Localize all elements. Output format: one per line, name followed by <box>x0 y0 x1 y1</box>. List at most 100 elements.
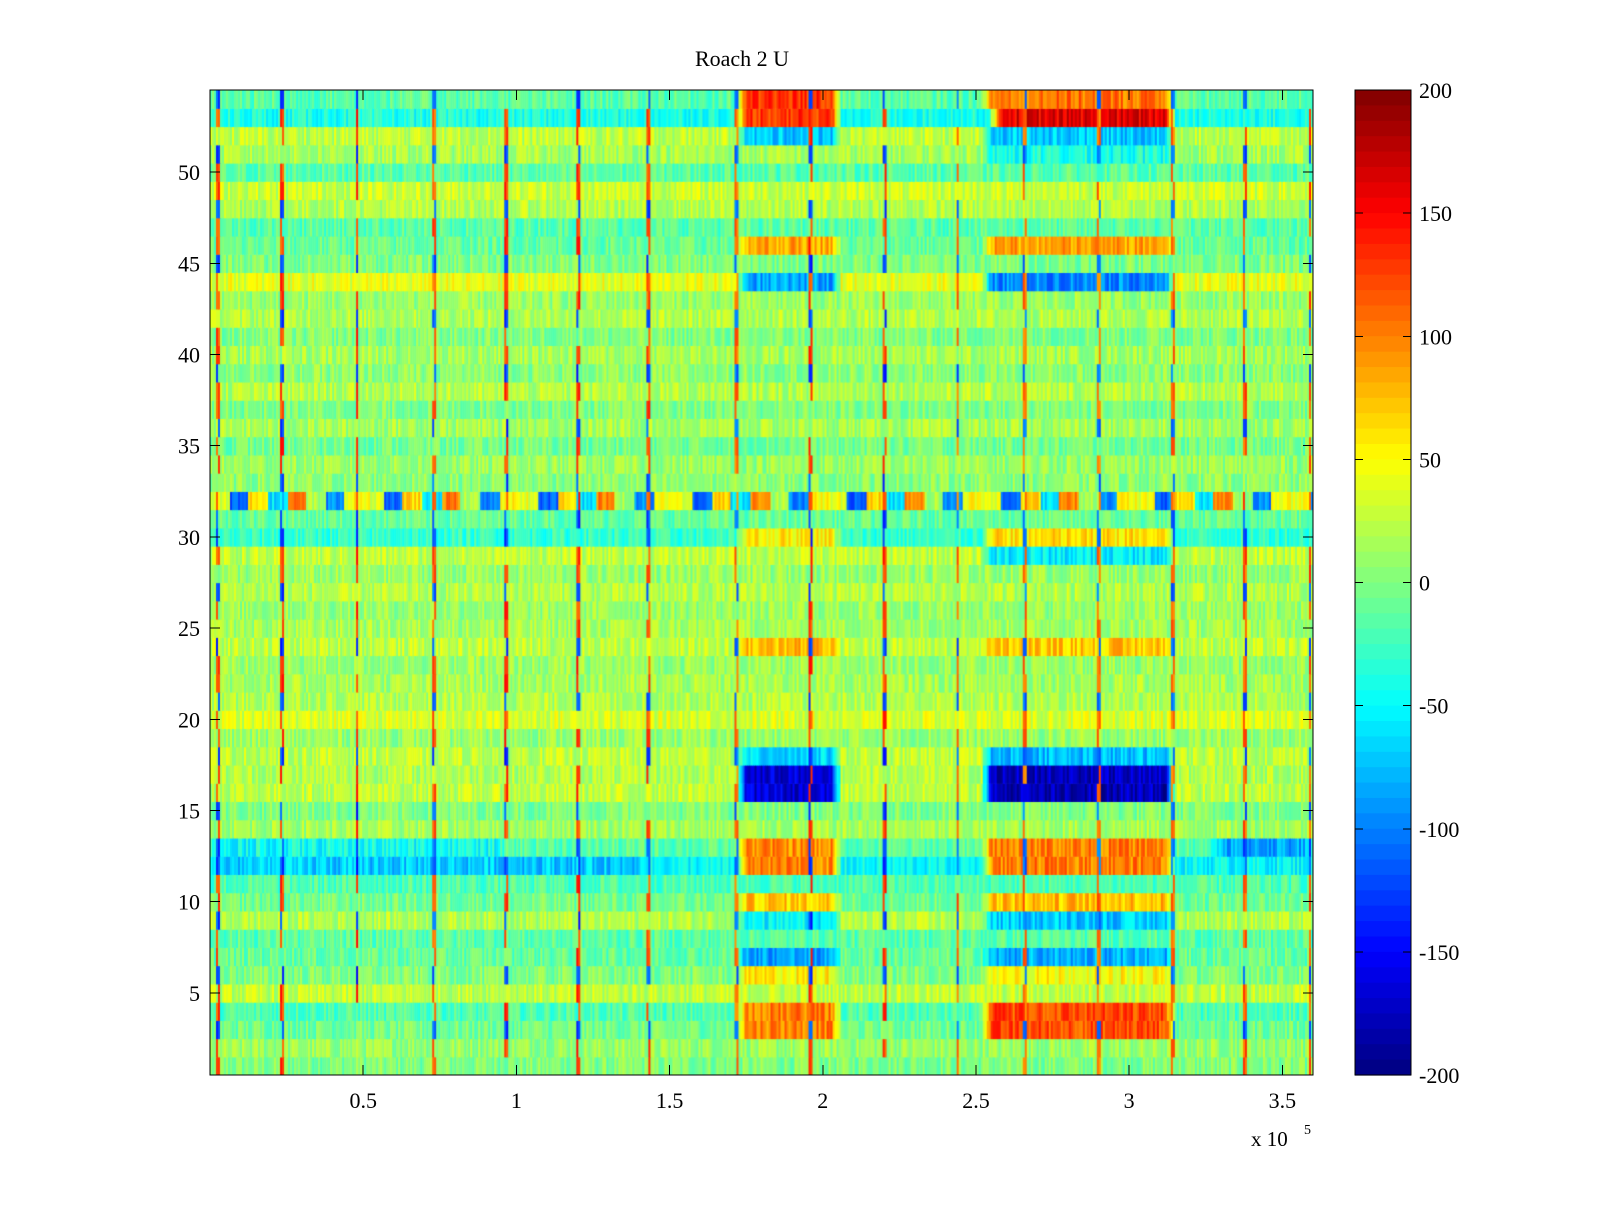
colorbar-swatch <box>1355 767 1411 784</box>
colorbar: 200 150 100 50 0 -50 -100 -150 -200 <box>1354 78 1459 1088</box>
colorbar-swatch <box>1355 982 1411 999</box>
heatmap-cells <box>210 90 1313 1075</box>
colorbar-swatch <box>1355 259 1411 276</box>
colorbar-swatch <box>1355 305 1411 322</box>
y-axis: 5 10 15 20 25 30 35 40 45 50 <box>178 160 1313 1006</box>
colorbar-swatch <box>1355 582 1411 599</box>
colorbar-swatch <box>1355 551 1411 568</box>
colorbar-swatch <box>1355 536 1411 553</box>
x-tick-label: 3.5 <box>1269 1088 1297 1113</box>
colorbar-swatch <box>1355 166 1411 183</box>
colorbar-tick-label: 150 <box>1419 201 1452 226</box>
y-tick-label: 30 <box>178 525 200 550</box>
x-axis: 0.5 1 1.5 2 2.5 3 3.5 <box>349 90 1296 1113</box>
x-tick-label: 0.5 <box>349 1088 377 1113</box>
y-tick-label: 15 <box>178 799 200 824</box>
colorbar-swatch <box>1355 274 1411 291</box>
x-tick-label: 1 <box>511 1088 522 1113</box>
colorbar-swatch <box>1355 736 1411 753</box>
plot-area <box>210 90 1313 1075</box>
colorbar-swatch <box>1355 751 1411 768</box>
colorbar-swatch <box>1355 182 1411 199</box>
colorbar-tick-label: -200 <box>1419 1063 1459 1088</box>
colorbar-swatch <box>1355 336 1411 353</box>
y-tick-label: 25 <box>178 616 200 641</box>
x-tick-label: 2.5 <box>962 1088 990 1113</box>
colorbar-swatch <box>1355 120 1411 137</box>
colorbar-swatch <box>1355 136 1411 153</box>
colorbar-tick-label: 0 <box>1419 571 1430 596</box>
colorbar-swatch <box>1355 936 1411 953</box>
colorbar-swatch <box>1355 967 1411 984</box>
colorbar-swatch <box>1355 1059 1411 1076</box>
y-tick-label: 45 <box>178 251 200 276</box>
colorbar-swatch <box>1355 290 1411 307</box>
chart-title: Roach 2 U <box>695 46 789 71</box>
colorbar-swatch <box>1355 705 1411 722</box>
colorbar-swatch <box>1355 905 1411 922</box>
colorbar-swatch <box>1355 459 1411 476</box>
x-exponent-label: x 10 <box>1251 1127 1288 1151</box>
colorbar-swatch <box>1355 413 1411 430</box>
colorbar-swatch <box>1355 351 1411 368</box>
colorbar-swatch <box>1355 644 1411 661</box>
colorbar-tick-label: -100 <box>1419 817 1459 842</box>
x-tick-label: 2 <box>817 1088 828 1113</box>
x-tick-label: 1.5 <box>656 1088 684 1113</box>
colorbar-swatch <box>1355 1044 1411 1061</box>
colorbar-swatch <box>1355 813 1411 830</box>
colorbar-swatch <box>1355 90 1411 106</box>
colorbar-swatch <box>1355 367 1411 384</box>
colorbar-tick-label: 200 <box>1419 78 1452 103</box>
colorbar-swatch <box>1355 105 1411 122</box>
colorbar-swatch <box>1355 197 1411 214</box>
colorbar-swatch <box>1355 828 1411 845</box>
colorbar-swatch <box>1355 213 1411 230</box>
colorbar-swatch <box>1355 890 1411 907</box>
colorbar-swatch <box>1355 597 1411 614</box>
colorbar-swatch <box>1355 1028 1411 1045</box>
colorbar-swatch <box>1355 844 1411 861</box>
colorbar-swatch <box>1355 567 1411 584</box>
colorbar-tick-label: -150 <box>1419 940 1459 965</box>
y-tick-label: 20 <box>178 707 200 732</box>
colorbar-swatch <box>1355 243 1411 260</box>
colorbar-swatch <box>1355 874 1411 891</box>
colorbar-swatch <box>1355 228 1411 245</box>
colorbar-swatch <box>1355 797 1411 814</box>
colorbar-swatch <box>1355 998 1411 1015</box>
colorbar-swatch <box>1355 921 1411 938</box>
colorbar-tick-label: 100 <box>1419 324 1452 349</box>
plot-frame <box>209 89 1314 1076</box>
colorbar-swatch <box>1355 1013 1411 1030</box>
colorbar-tick-label: 50 <box>1419 447 1441 472</box>
colorbar-swatch <box>1355 520 1411 537</box>
y-tick-label: 50 <box>178 160 200 185</box>
colorbar-swatch <box>1355 490 1411 507</box>
colorbar-swatch <box>1355 613 1411 630</box>
colorbar-swatch <box>1355 674 1411 691</box>
colorbar-swatch <box>1355 505 1411 522</box>
y-tick-label: 5 <box>189 981 200 1006</box>
colorbar-swatch <box>1355 690 1411 707</box>
y-tick-label: 40 <box>178 342 200 367</box>
x-tick-label: 3 <box>1124 1088 1135 1113</box>
y-tick-label: 35 <box>178 434 200 459</box>
colorbar-swatch <box>1355 397 1411 414</box>
x-exponent-power: 5 <box>1304 1123 1311 1138</box>
colorbar-swatch <box>1355 659 1411 676</box>
colorbar-swatch <box>1355 320 1411 337</box>
colorbar-swatch <box>1355 443 1411 460</box>
colorbar-swatch <box>1355 428 1411 445</box>
colorbar-swatch <box>1355 721 1411 738</box>
colorbar-swatch <box>1355 782 1411 799</box>
colorbar-swatch <box>1355 151 1411 168</box>
colorbar-swatch <box>1355 628 1411 645</box>
colorbar-swatch <box>1355 951 1411 968</box>
colorbar-swatch <box>1355 382 1411 399</box>
colorbar-tick-label: -50 <box>1419 694 1448 719</box>
y-tick-label: 10 <box>178 890 200 915</box>
colorbar-swatch <box>1355 474 1411 491</box>
